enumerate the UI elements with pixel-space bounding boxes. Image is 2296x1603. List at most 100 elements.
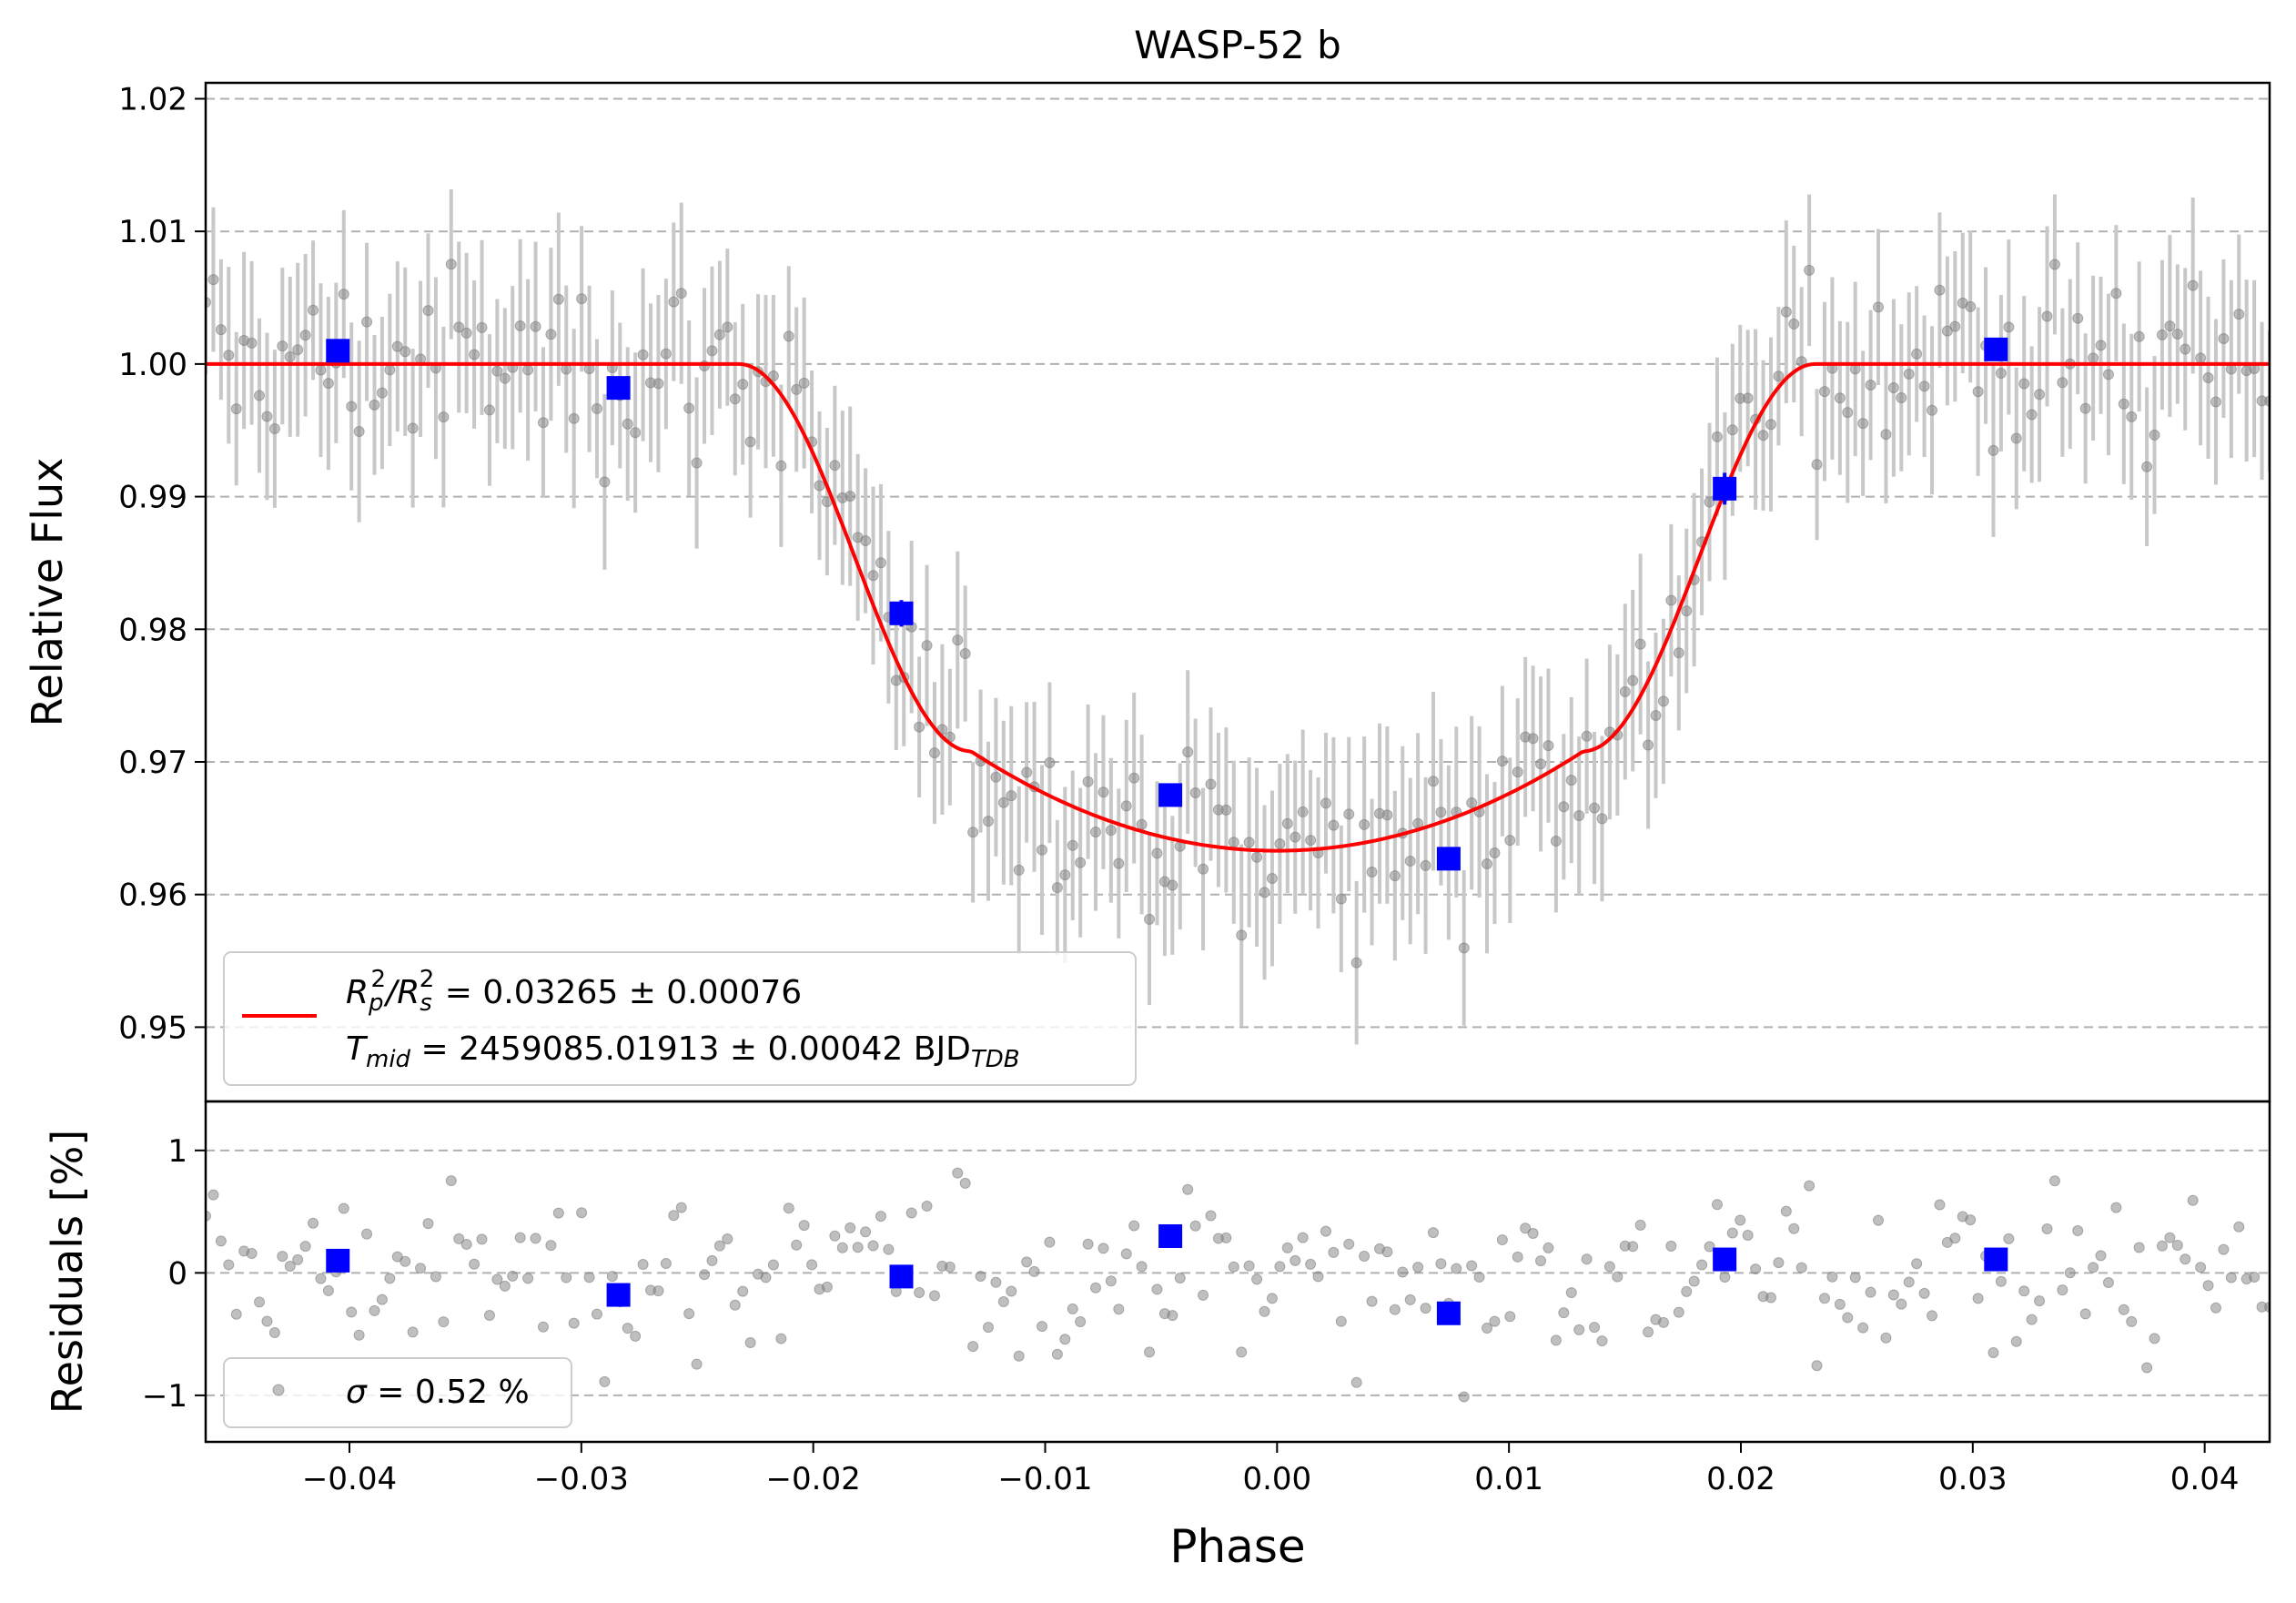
raw-data-point <box>1834 392 1846 404</box>
residual-point <box>1343 1238 1355 1250</box>
residual-point <box>2026 1314 2038 1325</box>
residual-point <box>783 1202 794 1214</box>
raw-data-point <box>1573 809 1585 821</box>
residual-point <box>261 1315 273 1327</box>
residual-point <box>2195 1262 2207 1273</box>
raw-data-point <box>353 425 365 437</box>
residual-point <box>1059 1334 1071 1345</box>
residual-point <box>1144 1346 1156 1358</box>
residual-point <box>668 1210 680 1222</box>
residual-point <box>1949 1233 1961 1244</box>
residual-point <box>883 1243 895 1255</box>
residual-point <box>1934 1199 1946 1211</box>
residual-point <box>1151 1283 1163 1295</box>
residual-point <box>1037 1321 1048 1333</box>
raw-data-point <box>1082 776 1094 787</box>
residual-point <box>1681 1285 1693 1297</box>
y-tick-label: −1 <box>142 1378 187 1415</box>
raw-data-point <box>1021 766 1033 778</box>
residual-point <box>852 1242 864 1253</box>
residual-point <box>2003 1233 2015 1244</box>
raw-data-point <box>1811 459 1823 471</box>
residual-point <box>1259 1305 1270 1317</box>
residual-point <box>1458 1391 1470 1403</box>
raw-data-point <box>1297 806 1309 817</box>
raw-data-point <box>652 378 664 390</box>
raw-data-point <box>1650 709 1662 721</box>
binned-residual-points <box>326 1223 2008 1325</box>
residual-point <box>836 1242 848 1253</box>
raw-data-point <box>469 349 480 360</box>
residual-point <box>1473 1271 1485 1283</box>
raw-error-bars <box>206 188 2270 1045</box>
raw-data-point <box>1420 859 1431 871</box>
x-tick-label: 0.00 <box>1242 1461 1311 1497</box>
legend-sigma-text: σ = 0.52 % <box>346 1374 530 1411</box>
residual-point <box>369 1304 380 1316</box>
raw-data-point <box>1880 429 1892 441</box>
raw-data-point <box>1619 685 1631 697</box>
residual-point <box>1865 1286 1876 1298</box>
raw-data-point <box>713 329 725 340</box>
raw-data-point <box>1773 370 1785 382</box>
raw-data-point <box>1389 870 1401 882</box>
y-tick-label: 0.96 <box>118 878 187 914</box>
residual-point <box>1719 1272 1731 1283</box>
residual-point <box>1634 1219 1646 1231</box>
raw-data-point <box>284 350 296 362</box>
residual-point <box>2041 1223 2053 1234</box>
residual-point <box>1174 1273 1186 1284</box>
raw-data-point <box>1482 857 1493 869</box>
residual-point <box>438 1316 450 1328</box>
residual-point <box>1589 1322 1601 1334</box>
residual-point <box>2126 1315 2138 1327</box>
residual-point <box>1044 1236 1056 1248</box>
raw-data-point <box>1589 802 1601 814</box>
raw-data-point <box>1359 818 1371 830</box>
raw-data-point <box>1343 808 1355 820</box>
raw-data-point <box>322 378 334 390</box>
residual-point <box>1113 1304 1125 1315</box>
residual-point <box>699 1269 711 1281</box>
residual-point <box>1312 1271 1324 1283</box>
residual-point <box>1281 1242 1293 1253</box>
raw-data-point <box>867 570 879 582</box>
residual-point <box>1842 1312 1854 1324</box>
raw-data-point <box>1458 942 1470 954</box>
raw-data-point <box>1489 847 1501 859</box>
residual-point <box>1236 1346 1248 1358</box>
binned-point <box>1713 476 1737 501</box>
raw-data-point <box>1818 386 1830 398</box>
residual-point <box>2187 1194 2199 1206</box>
raw-data-point <box>1765 419 1776 431</box>
residual-point <box>1189 1220 1201 1232</box>
residual-point <box>1995 1275 2007 1287</box>
residual-point <box>1397 1266 1409 1278</box>
transit-y-ticks: 0.95 0.96 0.97 0.98 0.99 1.00 1.01 1.02 <box>118 81 206 1046</box>
residual-point <box>583 1272 595 1283</box>
residual-point <box>2034 1295 2046 1307</box>
residual-point <box>1167 1310 1178 1322</box>
residual-point <box>1657 1316 1669 1328</box>
residual-point <box>499 1280 511 1292</box>
residual-point <box>2118 1304 2129 1315</box>
raw-data-point <box>1435 807 1447 818</box>
residual-point <box>2133 1242 2145 1253</box>
residual-point <box>775 1333 787 1344</box>
residual-point <box>230 1308 242 1320</box>
residual-point <box>1550 1334 1562 1346</box>
raw-data-point <box>1711 431 1723 442</box>
raw-data-point <box>1581 730 1593 742</box>
raw-data-point <box>2118 398 2129 410</box>
residual-point <box>1482 1323 1493 1334</box>
residual-point <box>2249 1272 2261 1283</box>
x-tick-label: 0.01 <box>1474 1461 1543 1497</box>
raw-data-point <box>737 379 749 391</box>
residual-point <box>1205 1210 1217 1222</box>
residual-point <box>284 1261 296 1273</box>
raw-data-point <box>967 827 979 838</box>
raw-data-point <box>928 747 940 759</box>
residual-point <box>1266 1293 1278 1304</box>
raw-data-point <box>1189 786 1201 798</box>
raw-data-point <box>2141 461 2153 472</box>
